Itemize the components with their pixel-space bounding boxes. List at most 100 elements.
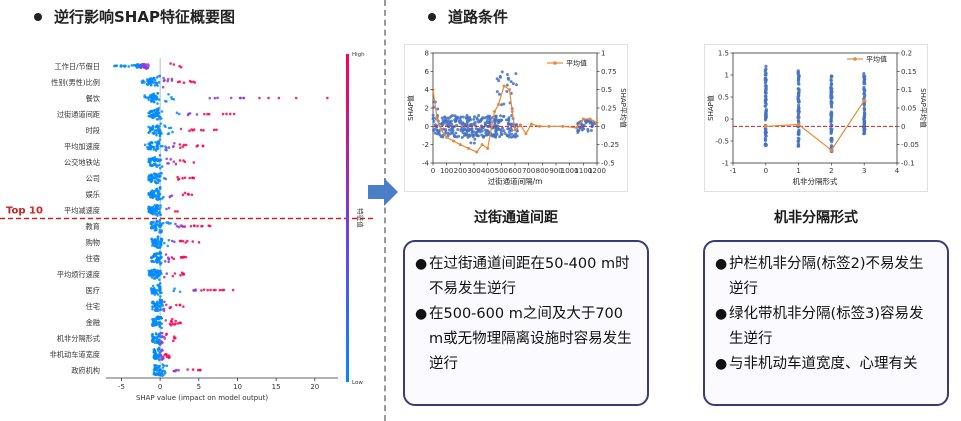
shap-point bbox=[497, 79, 501, 83]
shap-point bbox=[157, 117, 160, 121]
shap-point bbox=[172, 160, 176, 163]
shap-point bbox=[157, 358, 161, 362]
shap-point bbox=[130, 64, 134, 67]
shap-point bbox=[158, 115, 162, 119]
shap-point bbox=[153, 241, 157, 245]
shap-point bbox=[213, 96, 217, 100]
shap-point bbox=[150, 207, 154, 211]
y-tick-label: 0 bbox=[425, 123, 429, 131]
shap-point bbox=[165, 221, 168, 224]
shap-point bbox=[159, 197, 162, 201]
shap-point bbox=[147, 131, 150, 134]
x-tick-label: 0 bbox=[158, 383, 162, 391]
shap-point bbox=[162, 309, 166, 313]
shap-point bbox=[576, 131, 580, 135]
y2-axis-title: SHAP平均值 bbox=[619, 88, 627, 128]
shap-point bbox=[157, 179, 160, 183]
shap-point bbox=[172, 145, 175, 148]
finding-item: ● 在过街通道间距在50-400 m时不易发生逆行 bbox=[415, 252, 637, 302]
shap-point bbox=[195, 113, 199, 116]
road-section-title-text: 道路条件 bbox=[448, 8, 509, 26]
shap-point bbox=[829, 93, 833, 97]
shap-point bbox=[456, 127, 460, 131]
shap-point bbox=[477, 113, 481, 117]
top10-label: Top 10 bbox=[6, 206, 43, 217]
shap-point bbox=[158, 222, 161, 226]
shap-point bbox=[150, 179, 154, 182]
mean-point bbox=[529, 122, 533, 126]
shap-point bbox=[472, 141, 476, 145]
shap-point bbox=[152, 92, 156, 96]
shap-point bbox=[164, 99, 167, 103]
shap-point bbox=[151, 205, 155, 209]
shap-point bbox=[501, 126, 505, 130]
mean-point bbox=[508, 88, 512, 92]
shap-point bbox=[146, 66, 150, 70]
y-tick-label: -0.5 bbox=[715, 138, 729, 146]
shap-point bbox=[123, 65, 126, 68]
shap-point bbox=[495, 90, 499, 94]
shap-point bbox=[156, 315, 160, 318]
shap-point bbox=[152, 239, 156, 243]
shap-point bbox=[158, 368, 162, 372]
shap-point bbox=[208, 224, 212, 228]
shap-point bbox=[154, 95, 158, 98]
shap-point bbox=[182, 159, 185, 162]
shap-point bbox=[178, 80, 182, 83]
shap-point bbox=[188, 129, 191, 133]
shap-point bbox=[797, 94, 801, 98]
shap-point bbox=[160, 165, 164, 168]
shap-point bbox=[154, 253, 157, 256]
shap-point bbox=[459, 115, 463, 119]
shap-point bbox=[796, 142, 801, 146]
shap-point bbox=[158, 257, 162, 261]
shap-point bbox=[151, 305, 155, 309]
shap-point bbox=[163, 241, 166, 245]
shap-point bbox=[763, 138, 767, 142]
shap-point bbox=[157, 349, 160, 352]
shap-point bbox=[147, 159, 151, 163]
shap-point bbox=[174, 222, 177, 226]
shap-point bbox=[508, 133, 512, 137]
y2-tick-label: 0.5 bbox=[601, 86, 612, 94]
shap-point bbox=[462, 128, 466, 132]
shap-point bbox=[156, 275, 159, 278]
mean-point bbox=[486, 146, 490, 150]
shap-point bbox=[764, 91, 768, 95]
shap-point bbox=[181, 177, 184, 180]
shap-point bbox=[163, 124, 166, 127]
y-tick-label: 0 bbox=[725, 116, 729, 124]
shap-point bbox=[214, 288, 217, 292]
shap-point bbox=[174, 369, 177, 373]
shap-point bbox=[502, 115, 506, 119]
shap-point bbox=[152, 159, 156, 163]
right-arrow-icon bbox=[368, 178, 398, 206]
mean-point bbox=[480, 143, 484, 147]
feature-label: 时段 bbox=[86, 126, 100, 135]
feature-label: 平均减速度 bbox=[64, 206, 100, 215]
shap-section-title-text: 逆行影响SHAP特征概要图 bbox=[54, 8, 235, 26]
shap-point bbox=[159, 315, 163, 319]
shap-point bbox=[153, 179, 157, 183]
shap-point bbox=[143, 143, 147, 147]
shap-point bbox=[216, 96, 219, 100]
x-tick-label: 400 bbox=[481, 167, 494, 175]
shap-point bbox=[763, 70, 767, 74]
shap-point bbox=[158, 332, 161, 336]
shap-point bbox=[481, 116, 485, 120]
shap-point bbox=[178, 159, 182, 162]
shap-point bbox=[242, 96, 245, 100]
shap-point bbox=[181, 145, 185, 148]
shap-point bbox=[159, 272, 163, 275]
y2-tick-label: 0.1 bbox=[901, 86, 912, 94]
shap-point bbox=[148, 143, 152, 146]
shap-point bbox=[181, 193, 185, 197]
shap-point bbox=[158, 321, 162, 324]
shap-point bbox=[155, 203, 159, 207]
shap-point bbox=[149, 94, 152, 97]
shap-point bbox=[499, 114, 503, 118]
shap-point bbox=[476, 134, 480, 138]
shap-point bbox=[267, 96, 270, 100]
shap-point bbox=[151, 333, 154, 337]
shap-point bbox=[157, 172, 161, 176]
